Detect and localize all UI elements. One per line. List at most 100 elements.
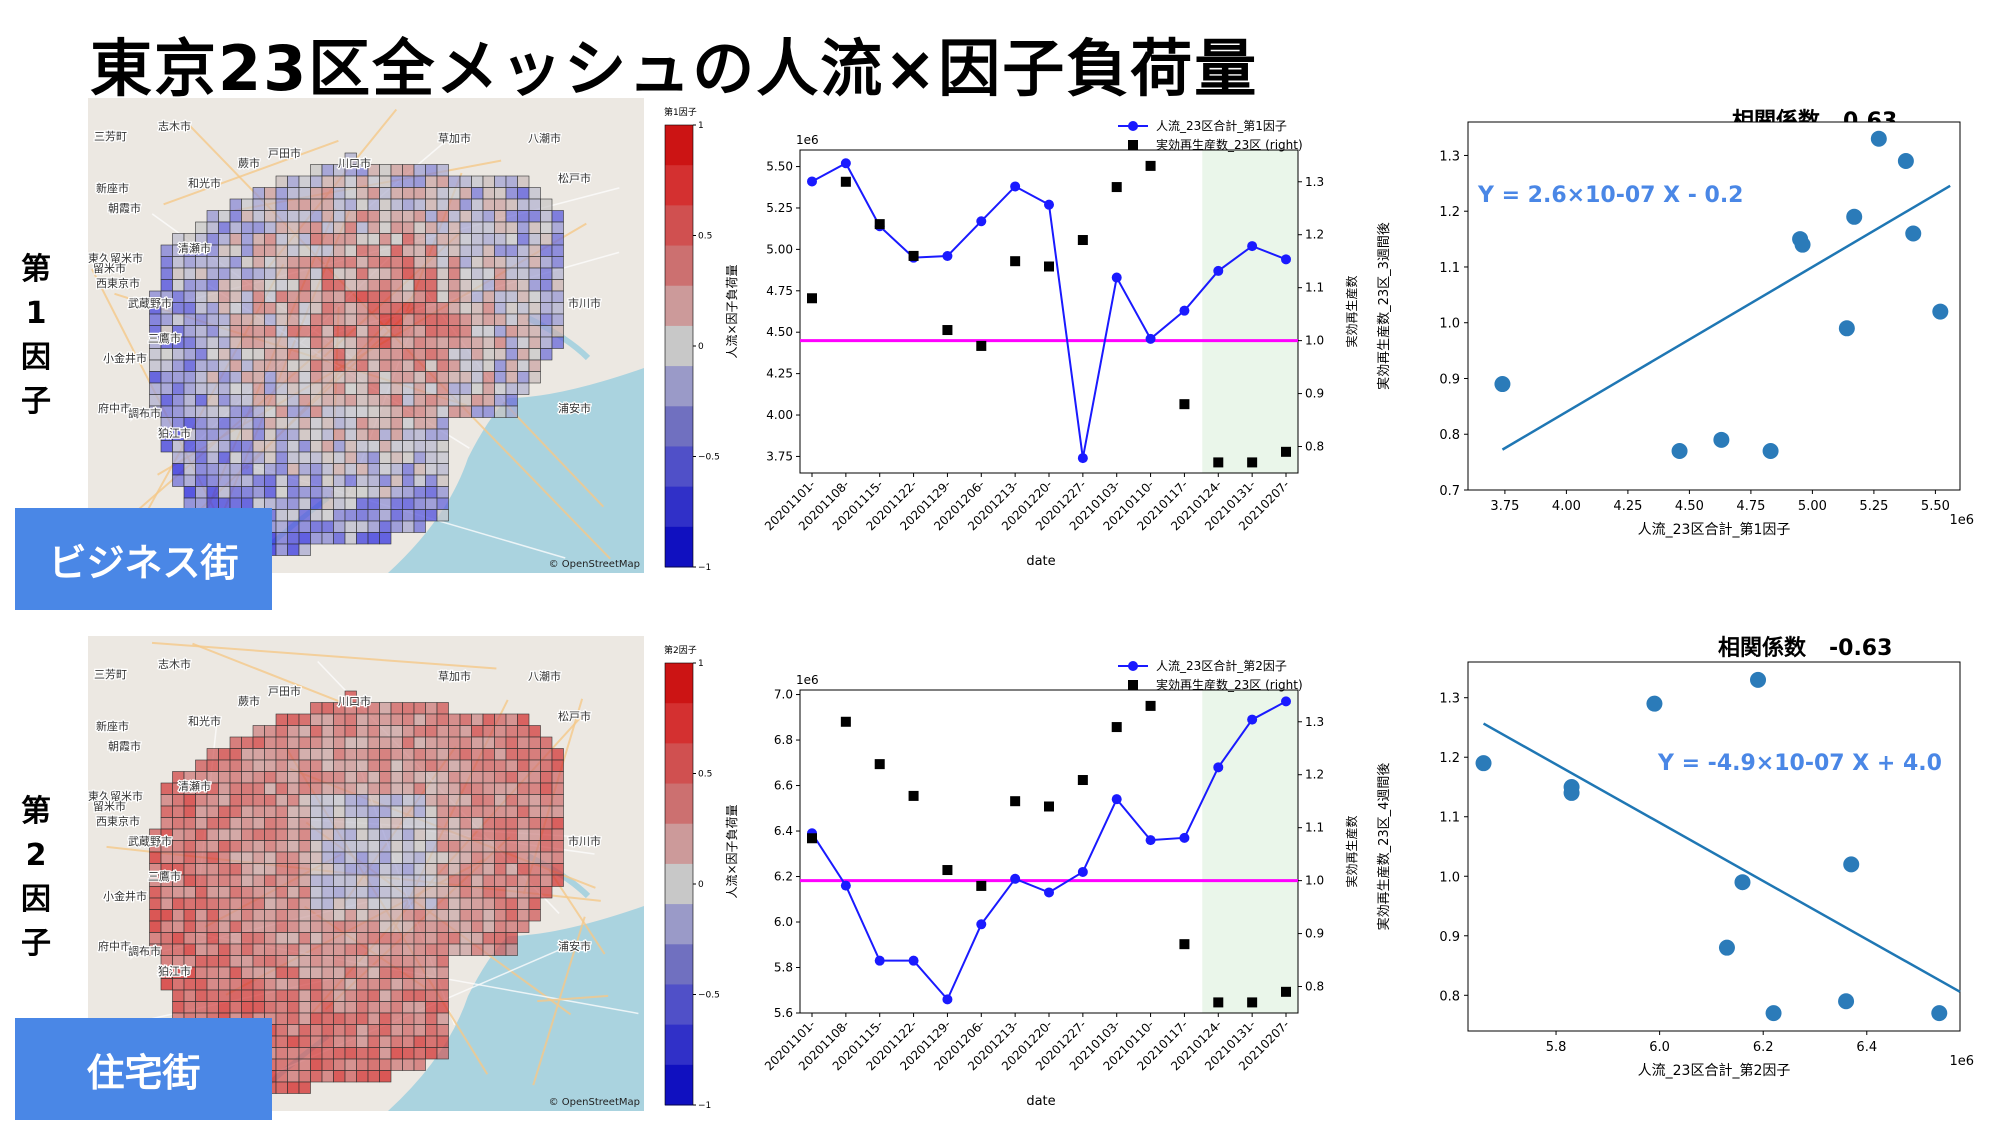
mesh-cell [413,955,426,968]
mesh-cell [275,336,288,349]
mesh-cell [252,909,265,922]
mesh-cell [425,782,438,795]
mesh-cell [321,794,334,807]
y-tick-label: 1.0 [1439,870,1460,885]
factor-1-mesh-map[interactable]: 志木市 三芳町 戸田市 蕨市 草加市 八潮市 新座市 和光市 川口市 朝霞市 清瀬市 東久留米市 西東京… [88,98,644,573]
mesh-cell [183,486,196,499]
map-place-label: 戸田市 [268,684,301,698]
mesh-cell [287,794,300,807]
legend-label: 人流_23区合計_第1因子 [1156,118,1287,133]
mesh-cell [356,325,369,338]
mesh-cell [172,405,185,418]
mesh-cell [436,943,449,956]
mesh-cell [183,440,196,453]
mesh-cell [264,428,277,441]
mesh-cell [310,256,323,269]
mesh-cell [183,382,196,395]
mesh-cell [390,348,403,361]
x-tick-label: 6.2 [1753,1040,1774,1055]
mesh-cell [413,325,426,338]
mesh-cell [321,978,334,991]
mesh-cell [287,1024,300,1037]
mesh-cell [425,978,438,991]
factor-label-part: 第 [21,252,51,287]
scatter-point [1646,695,1663,712]
mesh-cell [321,428,334,441]
mesh-cell [344,417,357,430]
mesh-cell [344,1001,357,1014]
mesh-cell [390,256,403,269]
mesh-cell [459,759,472,772]
mesh-cell [448,175,461,188]
mesh-cell [390,966,403,979]
mesh-cell [310,966,323,979]
mesh-cell [287,532,300,545]
colorbar-segment [665,823,693,865]
mesh-cell [482,909,495,922]
mesh-cell [195,256,208,269]
factor-1-scatter-chart: 3.75 4.00 4.25 4.50 4.75 5.00 5.25 5.500.70.80.… [1376,121,1974,538]
mesh-cell [505,886,518,899]
mesh-cell [413,1047,426,1060]
mesh-cell [229,417,242,430]
mesh-cell [298,325,311,338]
mesh-cell [390,863,403,876]
mesh-cell [402,187,415,200]
mesh-cell [528,244,541,257]
mesh-cell [195,863,208,876]
mesh-cell [517,210,530,223]
mesh-cell [172,348,185,361]
mesh-cell [229,256,242,269]
mesh-cell [264,955,277,968]
mesh-cell [413,725,426,738]
mesh-cell [356,210,369,223]
colorbar-tick-label: 0.5 [698,232,712,242]
mesh-cell [321,164,334,177]
mesh-cell [310,782,323,795]
mesh-cell [275,394,288,407]
mesh-cell [402,244,415,257]
mesh-cell [459,394,472,407]
mesh-cell [333,736,346,749]
mesh-cell [471,313,484,326]
mesh-cell [517,782,530,795]
mesh-cell [402,955,415,968]
mesh-cell [287,428,300,441]
mesh-cell [390,702,403,715]
mesh-cell [551,233,564,246]
mesh-cell [356,713,369,726]
mesh-cell [482,840,495,853]
flow-series-point [1213,265,1224,276]
mesh-cell [241,325,254,338]
mesh-cell [344,440,357,453]
mesh-cell [413,759,426,772]
mesh-cell [344,486,357,499]
mesh-cell [321,336,334,349]
mesh-cell [459,863,472,876]
mesh-cell [252,382,265,395]
mesh-cell [183,302,196,315]
mesh-cell [367,920,380,933]
mesh-cell [459,336,472,349]
mesh-cell [413,932,426,945]
map-place-label: 新座市 [96,719,129,733]
factor-label-part: 第 [21,794,51,829]
mesh-cell [448,851,461,864]
mesh-cell [264,198,277,211]
mesh-cell [172,828,185,841]
rt-series-point [840,716,851,727]
mesh-cell [448,782,461,795]
scatter-point [1671,442,1688,459]
mesh-cell [402,1047,415,1060]
colorbar-title: 第1因子 [664,106,697,118]
mesh-cell [425,955,438,968]
mesh-cell [229,874,242,887]
mesh-cell [206,897,219,910]
mesh-cell [310,920,323,933]
factor-2-correlation: 相関係数 -0.63 [1718,630,1892,662]
mesh-cell [528,736,541,749]
mesh-cell [229,851,242,864]
mesh-cell [448,840,461,853]
mesh-cell [275,382,288,395]
mesh-cell [425,1024,438,1037]
